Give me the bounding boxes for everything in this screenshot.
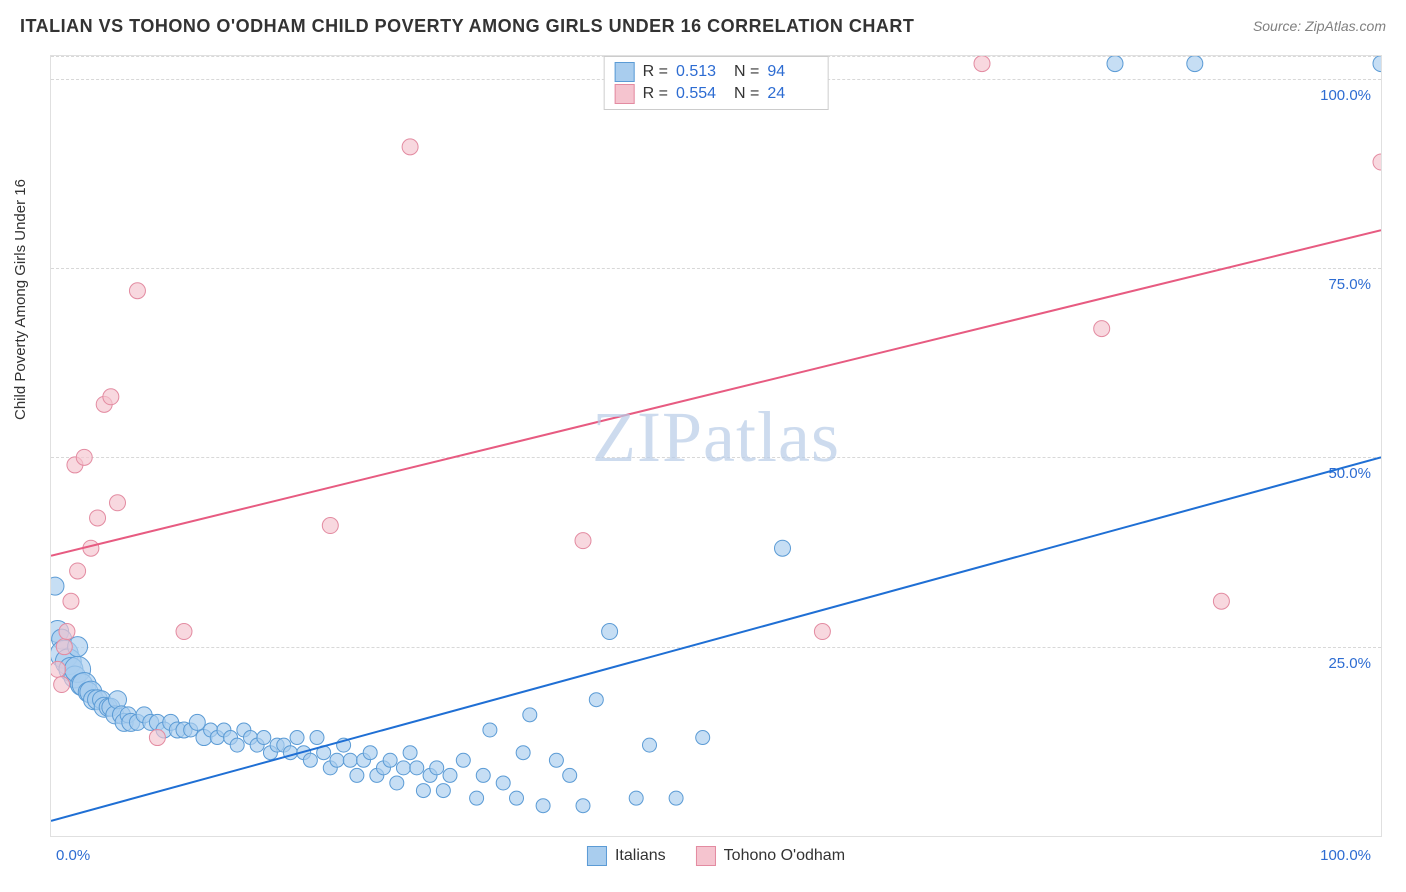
data-point <box>230 738 244 752</box>
data-point <box>363 746 377 760</box>
data-point <box>536 799 550 813</box>
legend-swatch <box>615 84 635 104</box>
data-point <box>149 730 165 746</box>
data-point <box>1373 56 1381 72</box>
data-point <box>56 639 72 655</box>
legend-r-label: R = <box>643 85 668 103</box>
data-point <box>51 577 64 595</box>
data-point <box>54 677 70 693</box>
legend-label: Italians <box>615 847 666 865</box>
data-point <box>1373 154 1381 170</box>
legend-swatch <box>696 846 716 866</box>
data-point <box>189 714 205 730</box>
legend-n-label: N = <box>734 63 759 81</box>
legend-n-value: 24 <box>767 85 817 103</box>
legend-item: Tohono O'odham <box>696 846 845 866</box>
data-point <box>430 761 444 775</box>
scatter-plot <box>51 56 1381 836</box>
legend-n-label: N = <box>734 85 759 103</box>
data-point <box>629 791 643 805</box>
data-point <box>103 389 119 405</box>
source-attribution: Source: ZipAtlas.com <box>1253 18 1386 34</box>
data-point <box>1107 56 1123 72</box>
chart-header: ITALIAN VS TOHONO O'ODHAM CHILD POVERTY … <box>20 16 1386 46</box>
data-point <box>575 533 591 549</box>
chart-title: ITALIAN VS TOHONO O'ODHAM CHILD POVERTY … <box>20 16 914 36</box>
data-point <box>496 776 510 790</box>
data-point <box>51 661 66 677</box>
legend-swatch <box>587 846 607 866</box>
legend-row: R = 0.513 N = 94 <box>615 61 818 83</box>
x-tick: 0.0% <box>56 847 90 864</box>
y-axis-label: Child Poverty Among Girls Under 16 <box>12 179 29 420</box>
legend-r-value: 0.554 <box>676 85 726 103</box>
data-point <box>1094 321 1110 337</box>
data-point <box>303 753 317 767</box>
series-legend: Italians Tohono O'odham <box>587 846 845 866</box>
data-point <box>669 791 683 805</box>
data-point <box>110 495 126 511</box>
source-prefix: Source: <box>1253 18 1305 34</box>
data-point <box>483 723 497 737</box>
legend-row: R = 0.554 N = 24 <box>615 83 818 105</box>
data-point <box>549 753 563 767</box>
legend-r-label: R = <box>643 63 668 81</box>
data-point <box>563 768 577 782</box>
plot-area: 25.0%50.0%75.0%100.0% 0.0%100.0% ZIPatla… <box>50 55 1382 837</box>
data-point <box>416 784 430 798</box>
data-point <box>390 776 404 790</box>
data-point <box>257 731 271 745</box>
data-point <box>59 624 75 640</box>
data-point <box>775 540 791 556</box>
data-point <box>129 283 145 299</box>
data-point <box>516 746 530 760</box>
data-point <box>443 768 457 782</box>
data-point <box>523 708 537 722</box>
data-point <box>76 449 92 465</box>
data-point <box>436 784 450 798</box>
data-point <box>510 791 524 805</box>
data-point <box>70 563 86 579</box>
data-point <box>696 731 710 745</box>
source-name: ZipAtlas.com <box>1305 18 1386 34</box>
data-point <box>476 768 490 782</box>
data-point <box>589 693 603 707</box>
data-point <box>402 139 418 155</box>
data-point <box>322 518 338 534</box>
legend-swatch <box>615 62 635 82</box>
data-point <box>1213 593 1229 609</box>
data-point <box>330 753 344 767</box>
legend-label: Tohono O'odham <box>724 847 845 865</box>
data-point <box>974 56 990 72</box>
data-point <box>1187 56 1203 72</box>
data-point <box>470 791 484 805</box>
legend-r-value: 0.513 <box>676 63 726 81</box>
data-point <box>350 768 364 782</box>
data-point <box>90 510 106 526</box>
data-point <box>643 738 657 752</box>
data-point <box>176 624 192 640</box>
data-point <box>383 753 397 767</box>
data-point <box>410 761 424 775</box>
data-point <box>403 746 417 760</box>
legend-n-value: 94 <box>767 63 817 81</box>
data-point <box>290 731 304 745</box>
x-tick: 100.0% <box>1320 847 1371 864</box>
data-point <box>814 624 830 640</box>
data-point <box>63 593 79 609</box>
data-point <box>343 753 357 767</box>
data-point <box>602 624 618 640</box>
trend-line <box>51 457 1381 820</box>
data-point <box>456 753 470 767</box>
correlation-legend: R = 0.513 N = 94 R = 0.554 N = 24 <box>604 56 829 110</box>
trend-line <box>51 230 1381 556</box>
data-point <box>396 761 410 775</box>
data-point <box>310 731 324 745</box>
legend-item: Italians <box>587 846 666 866</box>
data-point <box>576 799 590 813</box>
